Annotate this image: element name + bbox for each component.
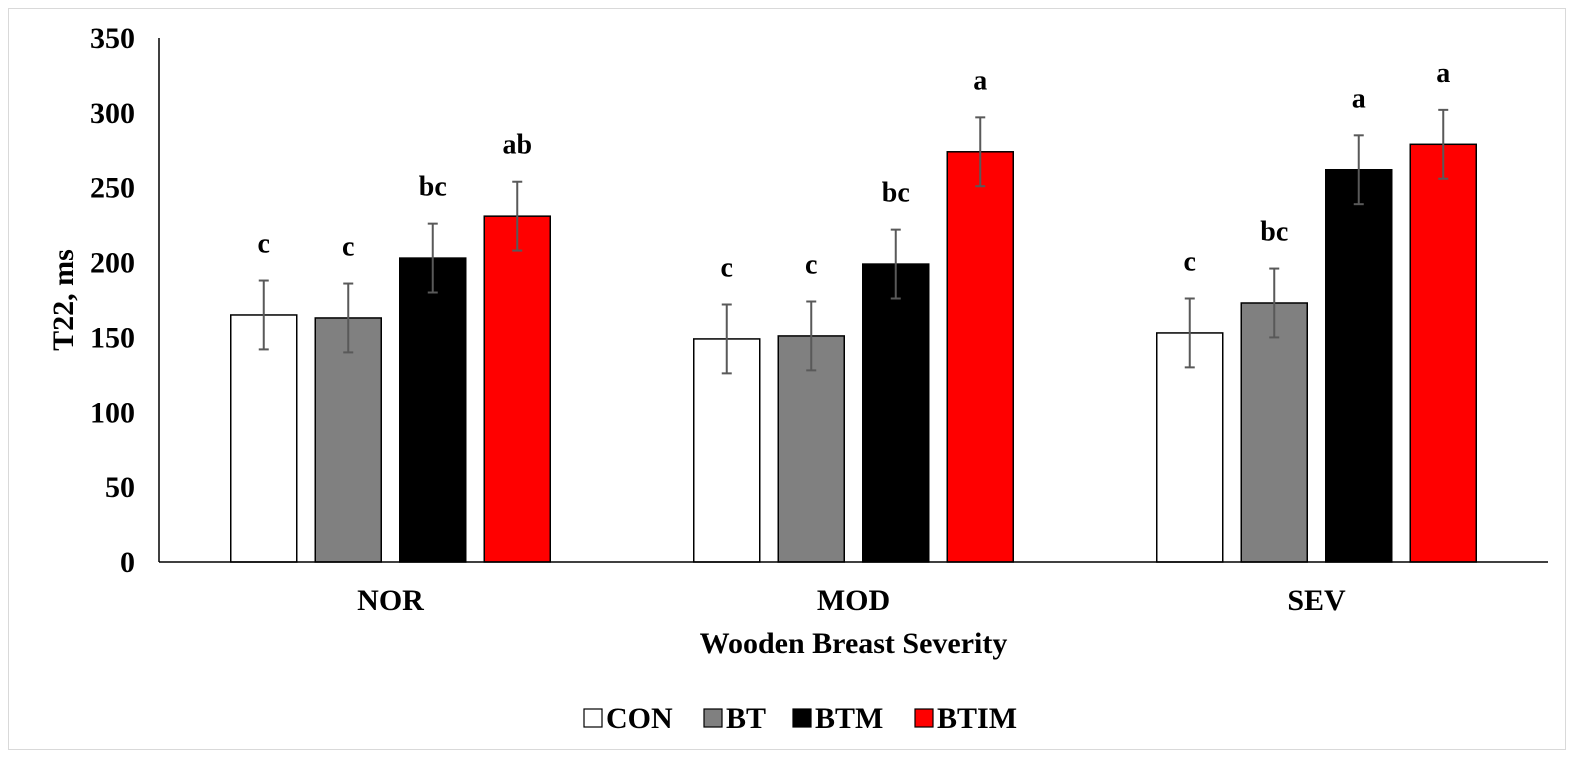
y-tick-label: 50 bbox=[105, 471, 135, 504]
bar-bt-nor bbox=[314, 317, 382, 563]
y-axis-ticks: 0 50 100 150 200 250 300 350 bbox=[90, 22, 135, 579]
legend-swatch-con bbox=[583, 708, 603, 728]
legend-swatch-bt bbox=[703, 708, 723, 728]
bar-btm-mod bbox=[862, 263, 930, 563]
x-tick-label-nor: NOR bbox=[357, 584, 424, 617]
bars: c c bc ab c c bc a c bc a a bbox=[230, 58, 1477, 563]
significance-letter: bc bbox=[882, 178, 910, 209]
y-tick-label: 200 bbox=[90, 247, 135, 280]
bar-btm-sev bbox=[1325, 168, 1393, 563]
legend: CON BT BTM BTIM bbox=[583, 702, 1017, 735]
bar-con-nor bbox=[230, 314, 298, 563]
y-tick-label: 100 bbox=[90, 396, 135, 429]
significance-letter: ab bbox=[502, 130, 532, 161]
y-axis-title: T22, ms bbox=[47, 249, 80, 351]
y-tick-label: 250 bbox=[90, 172, 135, 205]
axes bbox=[158, 38, 1548, 563]
bar-btim-nor bbox=[483, 215, 551, 563]
legend-label-con: CON bbox=[606, 702, 673, 735]
significance-letter: c bbox=[342, 232, 354, 263]
x-tick-label-mod: MOD bbox=[817, 584, 890, 617]
significance-letter: bc bbox=[1260, 217, 1288, 248]
significance-letter: a bbox=[973, 65, 987, 96]
legend-label-bt: BT bbox=[726, 702, 766, 735]
x-tick-label-sev: SEV bbox=[1287, 584, 1346, 617]
significance-letter: c bbox=[721, 252, 733, 283]
significance-letter: c bbox=[258, 229, 270, 260]
legend-swatch-btim bbox=[914, 708, 934, 728]
legend-swatch-btm bbox=[792, 708, 812, 728]
legend-label-btim: BTIM bbox=[937, 702, 1017, 735]
significance-letter: c bbox=[1184, 247, 1196, 278]
bar-btim-mod bbox=[946, 151, 1014, 563]
y-tick-label: 0 bbox=[120, 546, 135, 579]
legend-label-btm: BTM bbox=[815, 702, 883, 735]
significance-letter: a bbox=[1352, 83, 1366, 114]
chart-frame bbox=[8, 8, 1566, 750]
x-axis-title: Wooden Breast Severity bbox=[700, 627, 1008, 660]
significance-letter: bc bbox=[419, 172, 447, 203]
y-tick-label: 300 bbox=[90, 97, 135, 130]
bar-bt-sev bbox=[1240, 302, 1308, 563]
bar-btm-nor bbox=[399, 257, 467, 563]
y-tick-label: 350 bbox=[90, 22, 135, 55]
significance-letter: c bbox=[805, 249, 817, 280]
significance-letter: a bbox=[1436, 58, 1450, 89]
y-tick-label: 150 bbox=[90, 321, 135, 354]
x-axis-categories: NOR MOD SEV bbox=[357, 584, 1346, 617]
bar-btim-sev bbox=[1409, 143, 1477, 563]
